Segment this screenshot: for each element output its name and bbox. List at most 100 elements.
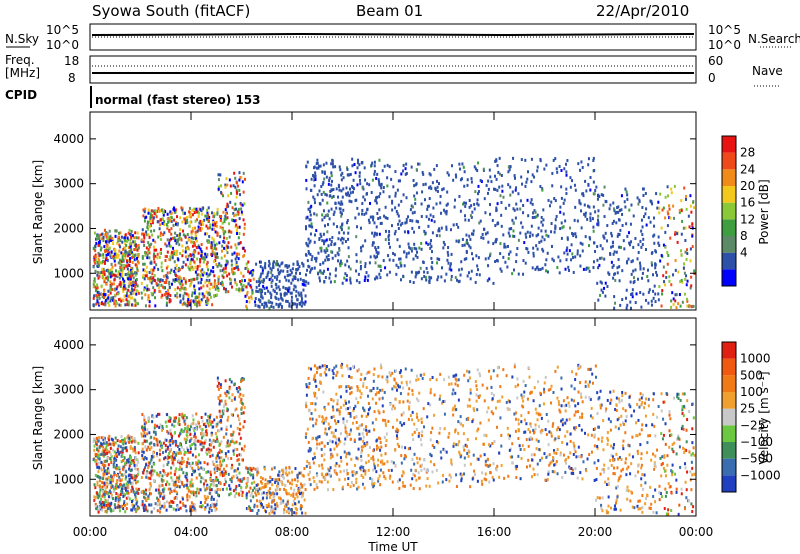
range-gate-cell — [561, 226, 564, 230]
range-gate-cell — [213, 505, 216, 509]
range-gate-cell — [172, 483, 175, 487]
range-gate-cell — [603, 215, 606, 219]
range-gate-cell — [280, 305, 283, 309]
range-gate-cell — [118, 509, 121, 513]
range-gate-cell — [131, 485, 134, 489]
range-gate-cell — [184, 280, 187, 284]
range-gate-cell — [115, 256, 118, 260]
range-gate-cell — [641, 276, 644, 280]
range-gate-cell — [287, 287, 290, 291]
range-gate-cell — [637, 243, 640, 247]
range-gate-cell — [235, 195, 238, 199]
range-gate-cell — [189, 506, 192, 510]
range-gate-cell — [342, 176, 345, 180]
range-gate-cell — [428, 186, 431, 190]
range-gate-cell — [104, 293, 107, 297]
range-gate-cell — [293, 511, 296, 515]
range-gate-cell — [255, 483, 258, 487]
range-gate-cell — [256, 487, 259, 491]
range-gate-cell — [127, 245, 130, 249]
range-gate-cell — [544, 229, 547, 233]
range-gate-cell — [670, 283, 673, 287]
range-gate-cell — [300, 505, 303, 509]
range-gate-cell — [300, 300, 303, 304]
range-gate-cell — [159, 278, 162, 282]
range-gate-cell — [475, 272, 478, 276]
range-gate-cell — [104, 509, 107, 513]
range-gate-cell — [237, 458, 240, 462]
range-gate-cell — [455, 175, 458, 179]
range-gate-cell — [184, 287, 187, 291]
range-gate-cell — [565, 192, 568, 196]
range-gate-cell — [158, 452, 161, 456]
range-gate-cell — [212, 479, 215, 483]
range-gate-cell — [488, 277, 491, 281]
range-gate-cell — [647, 301, 650, 305]
range-gate-cell — [344, 263, 347, 267]
range-gate-cell — [130, 235, 133, 239]
range-gate-cell — [300, 495, 303, 499]
range-gate-cell — [442, 187, 445, 191]
range-gate-cell — [107, 278, 110, 282]
range-gate-cell — [320, 246, 323, 250]
range-gate-cell — [236, 426, 239, 430]
range-gate-cell — [299, 507, 302, 511]
range-gate-cell — [183, 291, 186, 295]
range-gate-cell — [318, 164, 321, 168]
range-gate-cell — [201, 256, 204, 260]
range-gate-cell — [340, 178, 343, 182]
range-gate-cell — [212, 503, 215, 507]
range-gate-cell — [423, 270, 426, 274]
range-gate-cell — [416, 255, 419, 259]
range-gate-cell — [469, 237, 472, 241]
range-gate-cell — [103, 469, 106, 473]
range-gate-cell — [420, 202, 423, 206]
range-gate-cell — [349, 267, 352, 271]
range-gate-cell — [400, 264, 403, 268]
range-gate-cell — [333, 447, 336, 451]
range-gate-cell — [571, 232, 574, 236]
range-gate-cell — [132, 272, 135, 276]
range-gate-cell — [169, 210, 172, 214]
range-gate-cell — [233, 266, 236, 270]
range-gate-cell — [210, 269, 213, 273]
range-gate-cell — [194, 230, 197, 234]
range-gate-cell — [663, 280, 666, 284]
range-gate-cell — [238, 422, 241, 426]
range-gate-cell — [436, 257, 439, 261]
range-gate-cell — [662, 265, 665, 269]
range-gate-cell — [302, 301, 305, 305]
range-gate-cell — [661, 208, 664, 212]
range-gate-cell — [668, 275, 671, 279]
range-gate-cell — [574, 205, 577, 209]
range-gate-cell — [365, 461, 368, 465]
range-gate-cell — [298, 471, 301, 475]
range-gate-cell — [100, 436, 103, 440]
range-gate-cell — [493, 174, 496, 178]
range-gate-cell — [296, 260, 299, 264]
range-gate-cell — [681, 300, 684, 304]
range-gate-cell — [361, 160, 364, 164]
range-gate-cell — [151, 277, 154, 281]
range-gate-cell — [228, 487, 231, 491]
range-gate-cell — [400, 278, 403, 282]
range-gate-cell — [128, 271, 131, 275]
range-gate-cell — [309, 218, 312, 222]
range-gate-cell — [107, 252, 110, 256]
range-gate-cell — [339, 264, 342, 268]
range-gate-cell — [665, 270, 668, 274]
range-gate-cell — [455, 239, 458, 243]
range-gate-cell — [169, 487, 172, 491]
range-gate-cell — [235, 469, 238, 473]
range-gate-cell — [430, 244, 433, 248]
range-gate-cell — [252, 473, 255, 477]
range-gate-cell — [179, 228, 182, 232]
range-gate-cell — [626, 260, 629, 264]
range-gate-cell — [211, 453, 214, 457]
range-gate-cell — [104, 485, 107, 489]
range-gate-cell — [512, 221, 515, 225]
range-gate-cell — [105, 477, 108, 481]
range-gate-cell — [377, 178, 380, 182]
range-gate-cell — [191, 244, 194, 248]
range-gate-cell — [328, 176, 331, 180]
